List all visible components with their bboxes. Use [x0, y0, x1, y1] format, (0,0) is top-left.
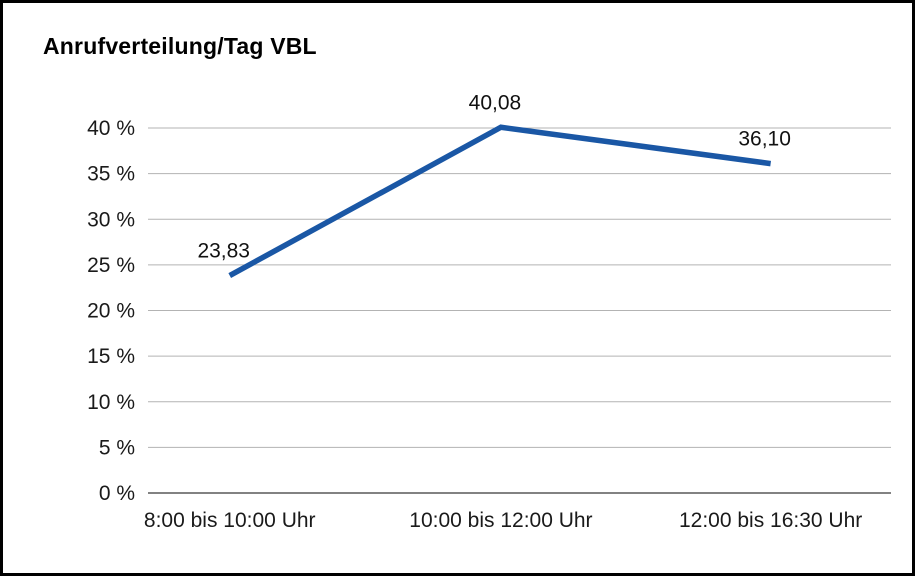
y-tick-label: 10 %: [87, 391, 135, 414]
x-axis-label: 10:00 bis 12:00 Uhr: [409, 509, 592, 532]
x-axis-label: 8:00 bis 10:00 Uhr: [144, 509, 316, 532]
data-label: 36,10: [738, 128, 791, 151]
data-label: 23,83: [197, 240, 250, 263]
y-tick-label: 30 %: [87, 208, 135, 231]
series-line: [228, 124, 772, 278]
y-tick-label: 40 %: [87, 117, 135, 140]
y-tick-label: 25 %: [87, 254, 135, 277]
x-axis-label: 12:00 bis 16:30 Uhr: [679, 509, 862, 532]
line-chart: 0 % 5 % 10 % 15 % 20 % 25 % 30 % 35 % 40 % 8:00 b…: [87, 91, 891, 532]
y-tick-label: 15 %: [87, 345, 135, 368]
y-tick-label: 35 %: [87, 163, 135, 186]
y-tick-label: 20 %: [87, 300, 135, 323]
y-tick-label: 5 %: [99, 436, 135, 459]
y-tick-label: 0 %: [99, 482, 135, 505]
chart-title: Anrufverteilung/Tag VBL: [43, 33, 317, 59]
data-label: 40,08: [469, 91, 522, 114]
